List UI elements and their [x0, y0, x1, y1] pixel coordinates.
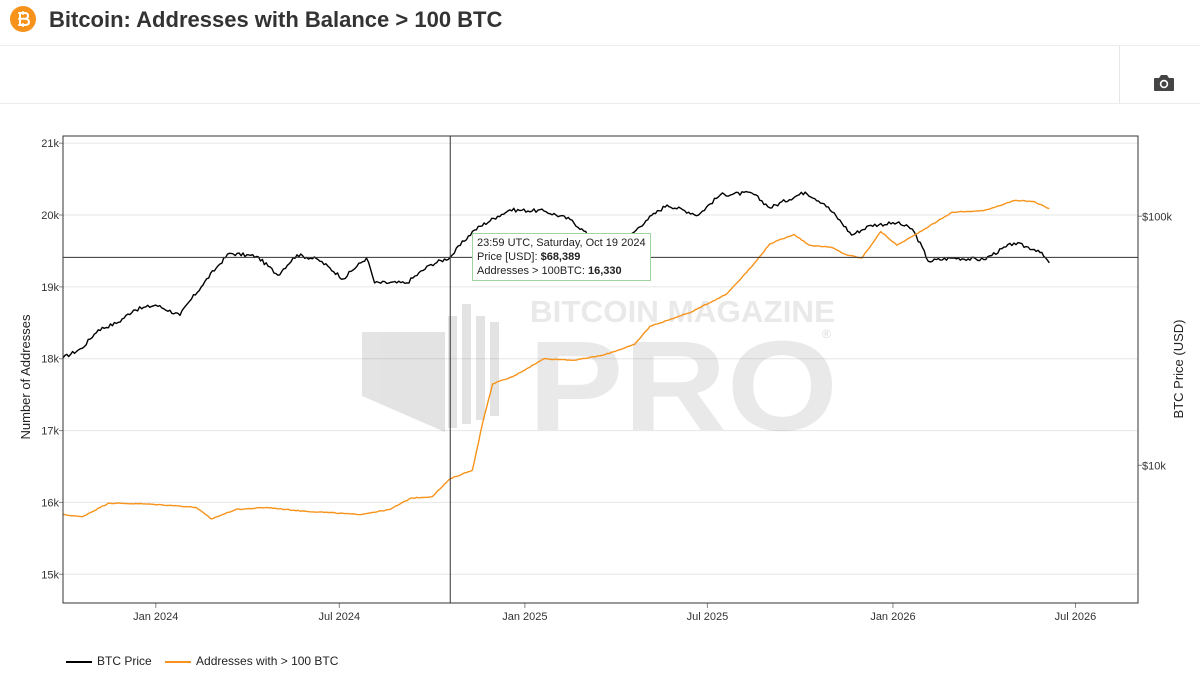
x-tick-label: Jan 2026 [870, 611, 915, 623]
watermark: BITCOIN MAGAZINE PRO ® [362, 294, 838, 458]
toolbar-divider [0, 103, 1200, 104]
x-tick-label: Jul 2025 [687, 611, 729, 623]
x-tick-label: Jul 2024 [319, 611, 361, 623]
y-right-tick-label: $100k [1142, 211, 1172, 223]
y-left-tick-label: 18k [41, 354, 59, 366]
x-tick-label: Jan 2025 [502, 611, 547, 623]
grid-lines [63, 142, 1138, 575]
y-left-tick-label: 21k [41, 138, 59, 150]
chart-area[interactable]: BITCOIN MAGAZINE PRO ® 15k 16k 17k 18k 19k 20… [0, 104, 1200, 649]
y-right-tick-label: $10k [1142, 460, 1166, 472]
watermark-registered: ® [822, 327, 831, 341]
watermark-logo-mark [362, 304, 499, 432]
watermark-line2: PRO [528, 315, 838, 458]
page-header: Bitcoin: Addresses with Balance > 100 BT… [0, 0, 1200, 44]
x-tick-label: Jul 2026 [1055, 611, 1097, 623]
btc-price-line [62, 190, 1050, 359]
chart-toolbar [0, 46, 1200, 103]
legend-item-addresses[interactable]: Addresses with > 100 BTC [165, 654, 338, 668]
tooltip-price-row: Price [USD]: $68,389 [477, 250, 646, 264]
y-left-tick-label: 20k [41, 210, 59, 222]
tooltip-addresses-value: 16,330 [587, 265, 622, 277]
y-left-tick-label: 16k [41, 497, 59, 509]
tooltip-addresses-row: Addresses > 100BTC: 16,330 [477, 264, 646, 278]
toolbar-separator [1119, 46, 1120, 103]
chart-legend: BTC Price Addresses with > 100 BTC [66, 654, 348, 672]
legend-swatch-addresses [165, 660, 192, 663]
legend-swatch-btc-price [66, 660, 92, 663]
y-axis-right-title: BTC Price (USD) [1171, 320, 1186, 419]
tooltip-price-value: $68,389 [540, 251, 581, 263]
camera-icon[interactable] [1152, 72, 1176, 94]
watermark-line1: BITCOIN MAGAZINE [530, 294, 835, 329]
hover-tooltip: 23:59 UTC, Saturday, Oct 19 2024 Price [… [472, 233, 651, 281]
header-divider [0, 45, 1200, 46]
y-axis-left-title: Number of Addresses [18, 314, 33, 440]
tick-labels: 15k 16k 17k 18k 19k 20k 21k $10k $100k Jan 2024 Ju… [41, 138, 1172, 623]
plot-frame [62, 135, 1139, 604]
page-title: Bitcoin: Addresses with Balance > 100 BT… [49, 7, 503, 32]
y-left-tick-label: 15k [41, 569, 59, 581]
y-left-tick-label: 19k [41, 282, 59, 294]
axes [59, 135, 1142, 608]
addresses-line [62, 199, 1050, 520]
series-layer [62, 190, 1050, 520]
tooltip-addresses-label: Addresses > 100BTC: [477, 265, 585, 277]
tooltip-price-label: Price [USD]: [477, 251, 538, 263]
y-left-tick-label: 17k [41, 426, 59, 438]
tooltip-datetime: 23:59 UTC, Saturday, Oct 19 2024 [477, 237, 646, 249]
legend-item-btc-price[interactable]: BTC Price [66, 654, 152, 668]
x-tick-label: Jan 2024 [133, 611, 178, 623]
bitcoin-icon [10, 6, 36, 32]
legend-label-btc-price: BTC Price [97, 654, 152, 668]
legend-label-addresses: Addresses with > 100 BTC [196, 654, 339, 668]
